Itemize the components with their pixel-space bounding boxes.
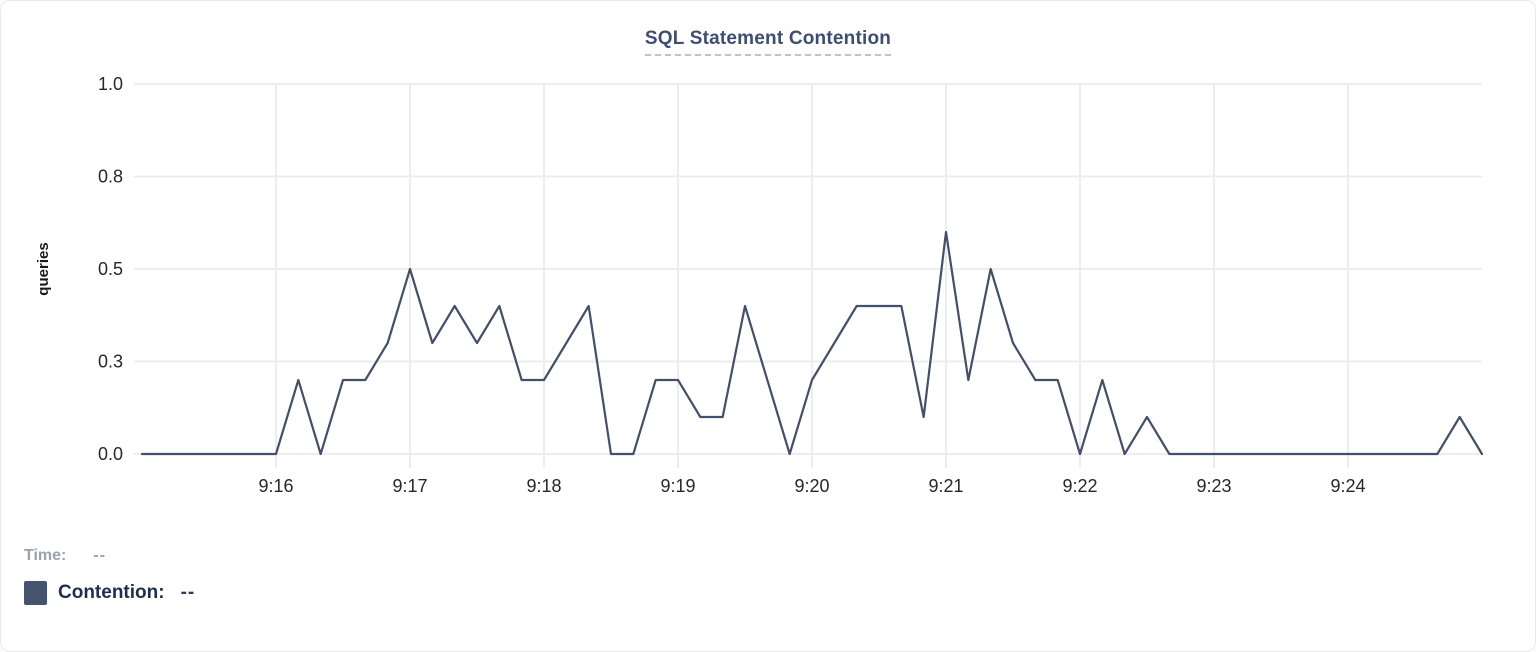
contention-series-swatch-icon [24, 581, 47, 605]
y-axis-tick-label: 0.3 [98, 352, 123, 372]
x-axis-tick-label: 9:17 [392, 476, 427, 496]
legend-time-row: Time: -- [24, 547, 195, 565]
time-value: -- [93, 547, 107, 564]
y-axis-tick-label: 1.0 [98, 74, 123, 94]
y-axis-tick-label: 0.0 [98, 444, 123, 464]
chart-header: SQL Statement Contention [1, 28, 1535, 56]
chart-title[interactable]: SQL Statement Contention [644, 28, 892, 56]
legend-contention-row: Contention: -- [24, 581, 195, 605]
time-label: Time: [24, 547, 67, 564]
y-axis-tick-label: 0.5 [98, 259, 123, 279]
x-axis-tick-label: 9:20 [794, 476, 829, 496]
x-axis-tick-label: 9:18 [526, 476, 561, 496]
y-axis-title: queries [35, 242, 52, 295]
contention-series-line [140, 230, 1484, 456]
contention-value: -- [180, 582, 196, 603]
x-axis-tick-label: 9:19 [660, 476, 695, 496]
y-axis-tick-label: 0.8 [98, 167, 123, 187]
x-axis-tick-label: 9:16 [258, 476, 293, 496]
x-axis-tick-label: 9:21 [928, 476, 963, 496]
x-axis-tick-label: 9:22 [1062, 476, 1097, 496]
contention-label: Contention: [58, 582, 165, 603]
contention-line-chart[interactable]: 0.0 0.3 0.5 0.8 1.0 9:16 9:17 9:18 9:19 9:20 9:21 9… [1, 56, 1536, 521]
x-axis-tick-label: 9:23 [1196, 476, 1231, 496]
x-axis-tick-label: 9:24 [1330, 476, 1365, 496]
hover-legend: Time: -- Contention: -- [24, 547, 195, 605]
